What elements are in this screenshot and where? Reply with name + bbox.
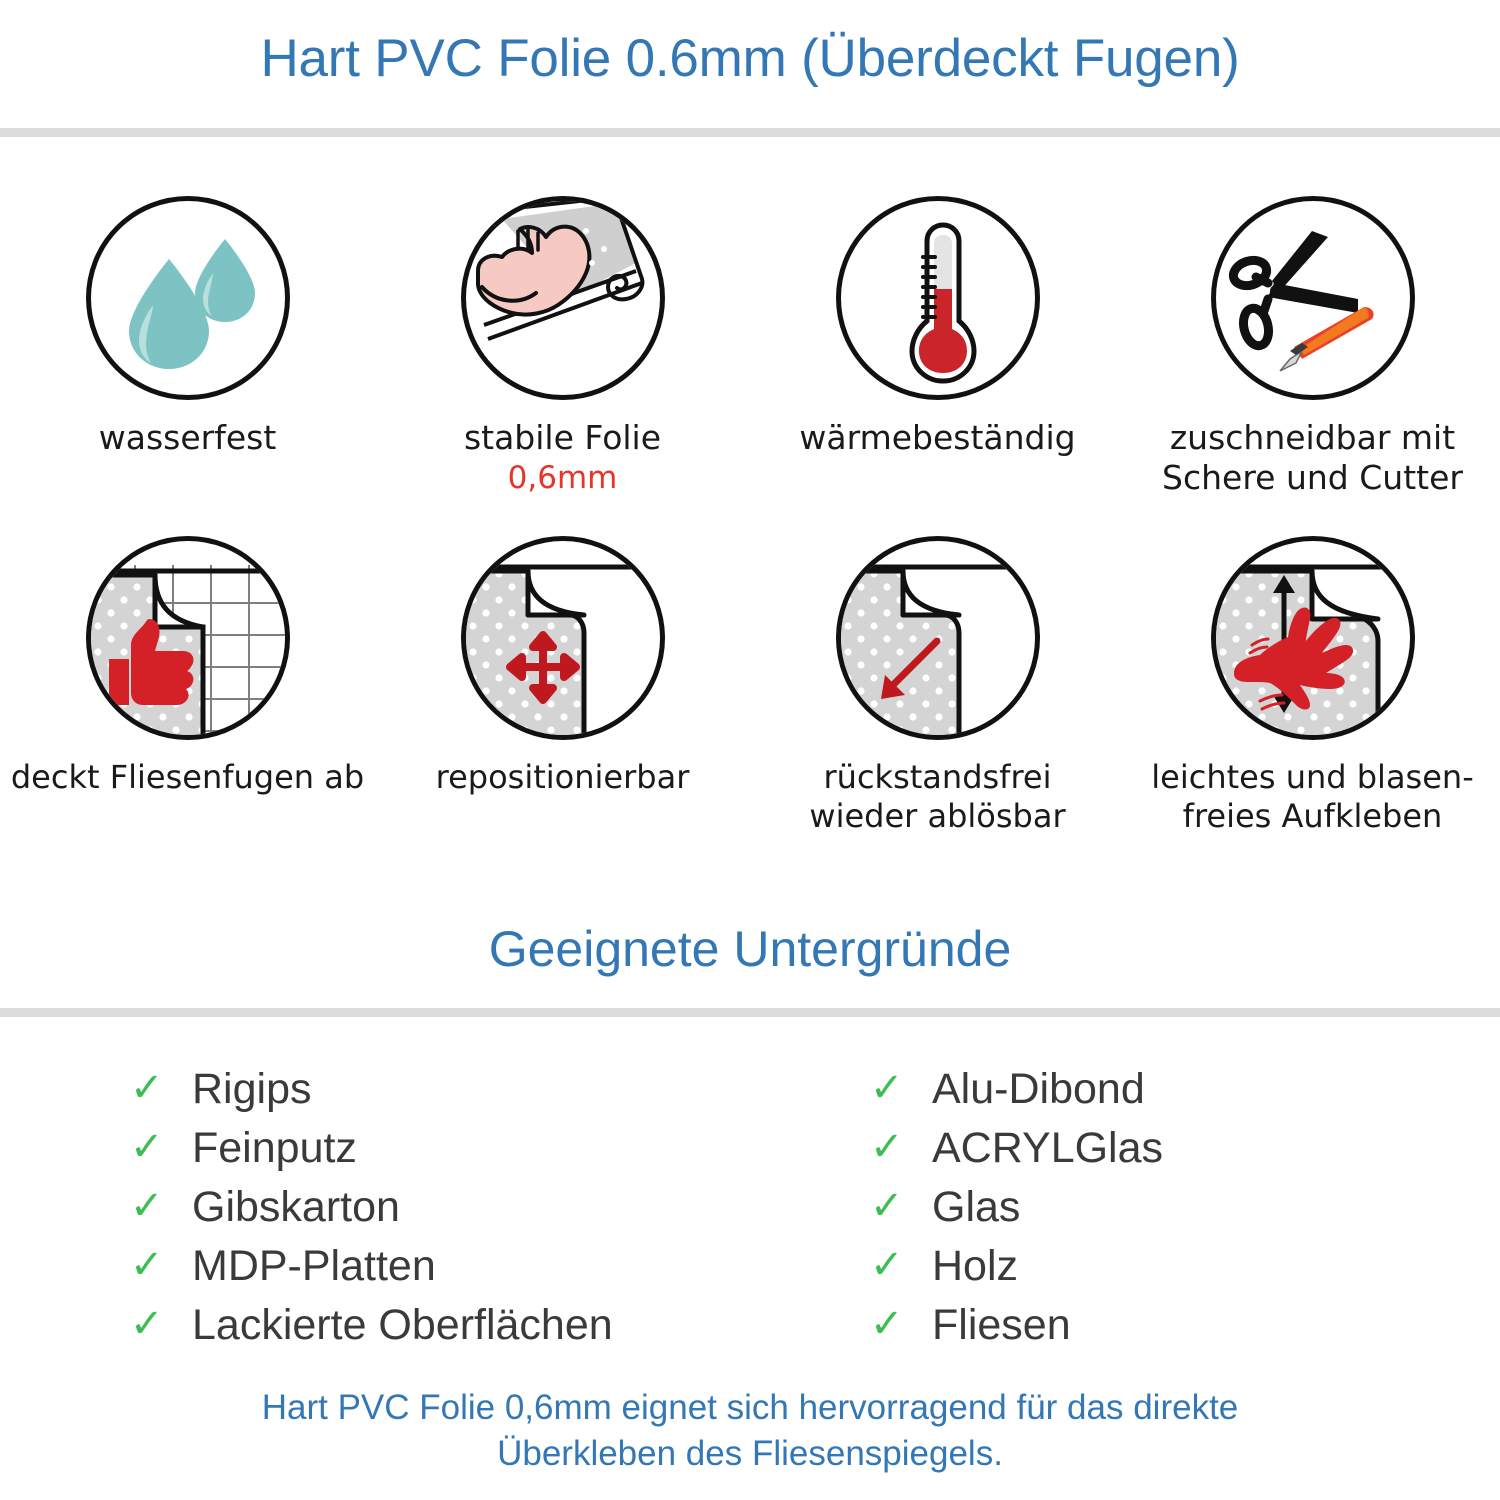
list-item-label: Alu-Dibond <box>932 1065 1145 1113</box>
feature-label: leichtes und blasen- freies Aufkleben <box>1151 758 1474 836</box>
list-item-label: Gibskarton <box>192 1183 400 1232</box>
check-icon: ✓ <box>870 1183 904 1230</box>
list-item: ✓ Lackierte Oberflächen <box>130 1298 750 1353</box>
thumbs-up-tile-grid-icon <box>85 536 290 740</box>
list-item: ✓ Alu-Dibond <box>870 1062 1163 1117</box>
feature-grid: wasserfest <box>0 196 1500 876</box>
list-item: ✓ Fliesen <box>870 1298 1163 1353</box>
substrate-list-left: ✓ Rigips ✓ Feinputz ✓ Gibskarton ✓ MDP-P… <box>0 1062 750 1357</box>
feature-label: rückstandsfrei wieder ablösbar <box>809 758 1066 836</box>
strong-arm-film-icon <box>460 196 665 400</box>
list-item: ✓ Feinputz <box>130 1121 750 1176</box>
substrate-lists: ✓ Rigips ✓ Feinputz ✓ Gibskarton ✓ MDP-P… <box>0 1062 1500 1357</box>
feature-deckt-fliesenfugen: deckt Fliesenfugen ab <box>0 536 375 876</box>
list-item: ✓ Glas <box>870 1180 1163 1235</box>
water-drops-icon <box>85 196 290 400</box>
divider-top <box>0 128 1500 137</box>
feature-label: wärmebeständig <box>799 418 1076 457</box>
check-icon: ✓ <box>870 1242 904 1289</box>
check-icon: ✓ <box>870 1065 904 1111</box>
peel-arrow-film-icon <box>835 536 1040 740</box>
divider-middle <box>0 1008 1500 1017</box>
feature-repositionierbar: repositionierbar <box>375 536 750 876</box>
feature-label: stabile Folie <box>463 418 662 457</box>
feature-label: wasserfest <box>98 418 277 457</box>
list-item: ✓ Rigips <box>130 1062 750 1117</box>
list-item-label: Fliesen <box>932 1301 1071 1350</box>
check-icon: ✓ <box>870 1124 904 1171</box>
feature-leichtes-aufkleben: leichtes und blasen- freies Aufkleben <box>1125 536 1500 876</box>
list-item-label: ACRYLGlas <box>932 1124 1164 1173</box>
hand-smoothing-film-icon <box>1210 536 1415 740</box>
feature-wasserfest: wasserfest <box>0 196 375 536</box>
substrate-list-right: ✓ Alu-Dibond ✓ ACRYLGlas ✓ Glas ✓ Holz ✓… <box>0 1062 1163 1357</box>
check-icon: ✓ <box>130 1301 164 1348</box>
feature-label: repositionierbar <box>435 758 690 796</box>
feature-waermebestaendig: wärmebeständig <box>750 196 1125 536</box>
list-item-label: MDP-Platten <box>192 1242 436 1291</box>
list-item-label: Feinputz <box>192 1124 357 1173</box>
scissors-cutter-icon <box>1210 196 1415 400</box>
check-icon: ✓ <box>130 1065 164 1111</box>
list-item-label: Lackierte Oberflächen <box>192 1301 613 1350</box>
feature-label: deckt Fliesenfugen ab <box>10 758 365 796</box>
four-way-arrow-film-icon <box>460 536 665 740</box>
check-icon: ✓ <box>130 1183 164 1230</box>
list-item: ✓ ACRYLGlas <box>870 1121 1163 1176</box>
list-item-label: Holz <box>932 1242 1019 1291</box>
check-icon: ✓ <box>870 1301 904 1348</box>
list-item: ✓ MDP-Platten <box>130 1239 750 1294</box>
footer-note: Hart PVC Folie 0,6mm eignet sich hervorr… <box>261 1388 1239 1474</box>
list-item-label: Glas <box>932 1183 1021 1232</box>
feature-stabile-folie: stabile Folie 0,6mm <box>375 196 750 536</box>
feature-label: zuschneidbar mit Schere und Cutter <box>1162 418 1463 498</box>
check-icon: ✓ <box>130 1124 164 1171</box>
check-icon: ✓ <box>130 1242 164 1289</box>
thermometer-icon <box>835 196 1040 400</box>
section-heading: Geeignete Untergründe <box>488 921 1012 977</box>
page-title: Hart PVC Folie 0.6mm (Überdeckt Fugen) <box>260 29 1240 88</box>
list-item-label: Rigips <box>192 1065 312 1113</box>
feature-rueckstandsfrei: rückstandsfrei wieder ablösbar <box>750 536 1125 876</box>
list-item: ✓ Holz <box>870 1239 1163 1294</box>
feature-sublabel: 0,6mm <box>507 460 618 497</box>
feature-zuschneidbar: zuschneidbar mit Schere und Cutter <box>1125 196 1500 536</box>
list-item: ✓ Gibskarton <box>130 1180 750 1235</box>
